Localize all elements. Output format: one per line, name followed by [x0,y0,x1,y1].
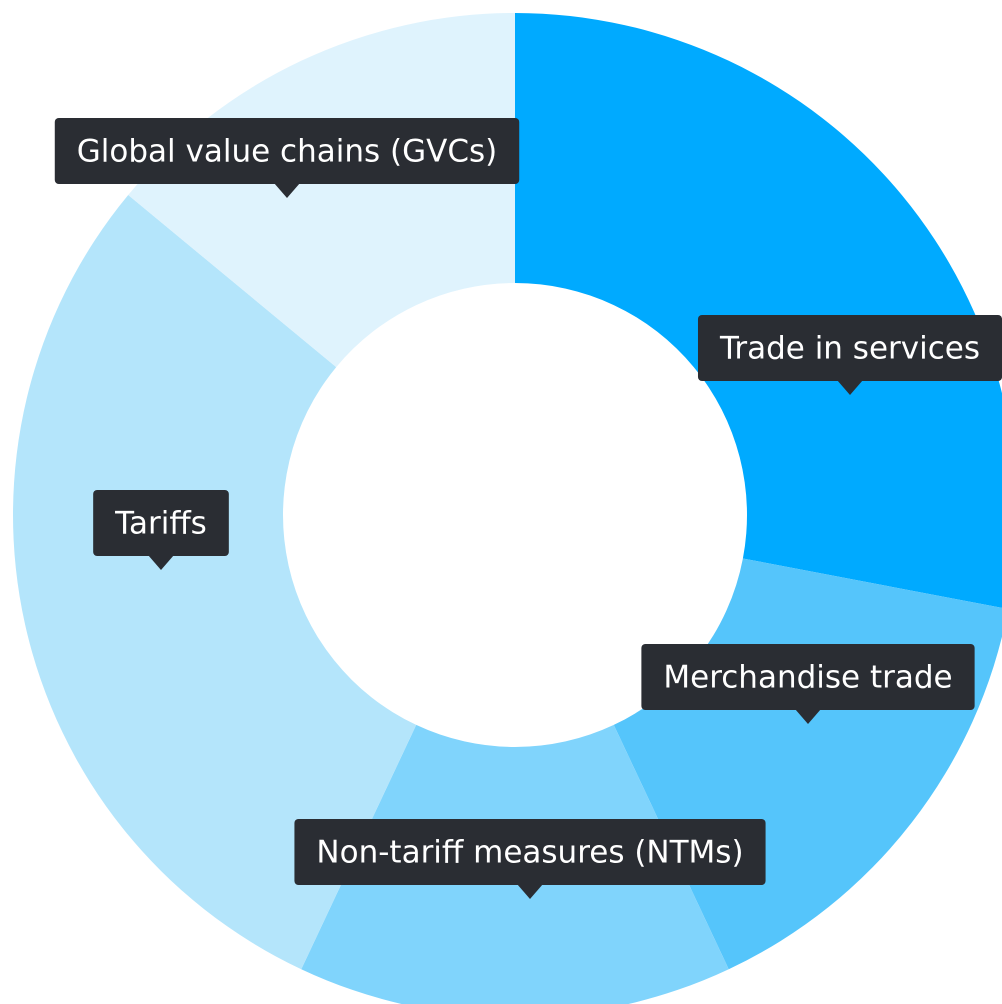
donut-segment [515,13,1002,608]
label-text: Merchandise trade [663,660,952,696]
label-pointer [517,884,543,899]
label-box [294,819,766,885]
segment-label: Non-tariff measures (NTMs) [294,819,766,899]
donut-segment [128,13,516,368]
label-pointer [837,380,863,395]
label-text: Tariffs [114,506,207,542]
label-pointer [148,555,174,570]
label-text: Trade in services [719,331,980,367]
donut-segment [12,195,417,970]
label-pointer [795,709,821,724]
label-text: Non-tariff measures (NTMs) [316,835,743,871]
segment-label: Tariffs [93,490,229,570]
label-text: Global value chains (GVCs) [77,134,497,170]
label-box [697,315,1002,381]
label-box [54,118,520,184]
segment-label: Merchandise trade [641,644,975,724]
segment-label: Global value chains (GVCs) [54,118,520,198]
segment-label: Trade in services [697,315,1002,395]
label-pointer [274,183,300,198]
label-box [93,490,229,556]
label-box [641,644,975,710]
